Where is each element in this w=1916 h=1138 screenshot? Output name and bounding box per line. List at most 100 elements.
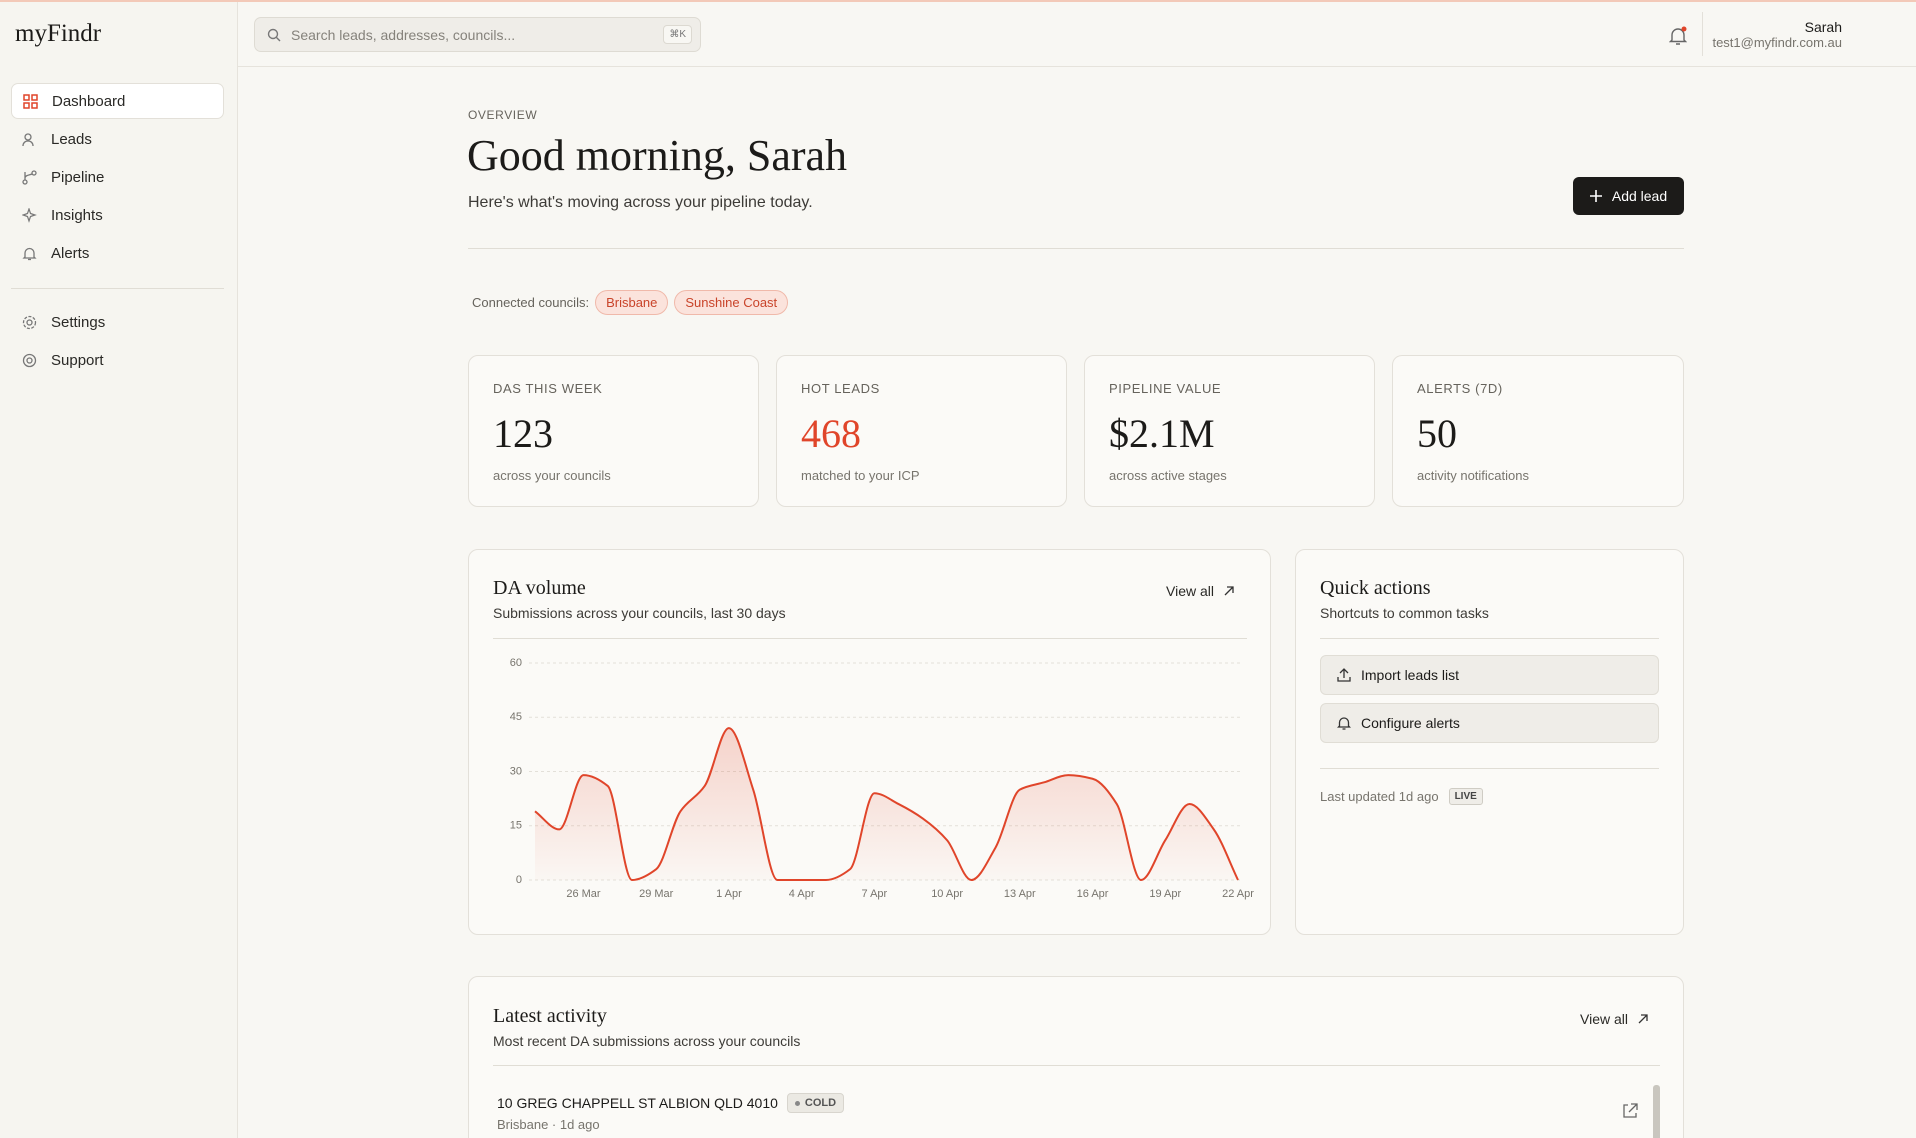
- nav-label: Settings: [51, 313, 106, 331]
- bell-icon: [1337, 717, 1351, 730]
- card-subtitle: Submissions across your councils, last 3…: [493, 605, 786, 621]
- activity-row[interactable]: 10 GREG CHAPPELL ST ALBION QLD 4010 COLD: [497, 1093, 845, 1113]
- quick-actions-card: Quick actions Shortcuts to common tasks …: [1295, 549, 1684, 935]
- stat-note: across active stages: [1109, 468, 1227, 483]
- user-email: test1@myfindr.com.au: [1712, 35, 1842, 50]
- button-label: Add lead: [1611, 188, 1668, 204]
- stat-label: ALERTS (7D): [1417, 381, 1503, 396]
- open-icon[interactable]: [1622, 1103, 1638, 1119]
- icon: [22, 353, 37, 367]
- x-tick-label: 19 Apr: [1149, 888, 1181, 900]
- nav-label: Pipeline: [51, 168, 105, 186]
- nav-item[interactable]: Pipeline: [11, 159, 224, 195]
- stat-value: $2.1M: [1109, 411, 1215, 456]
- stat-note: activity notifications: [1417, 468, 1529, 483]
- sidebar: myFindr Dashboard Leads Pipeline Insight…: [0, 2, 238, 1138]
- nav-item[interactable]: Dashboard: [11, 83, 224, 119]
- upload-icon: [1337, 668, 1351, 682]
- card-subtitle: Most recent DA submissions across your c…: [493, 1033, 801, 1049]
- x-tick-label: 22 Apr: [1222, 888, 1254, 900]
- area: [535, 728, 1238, 880]
- chart-card: DA volume Submissions across your counci…: [468, 549, 1271, 935]
- link-label: View all: [1580, 1011, 1628, 1027]
- stat-value: 50: [1417, 411, 1457, 456]
- page-subtitle: Here's what's moving across your pipelin…: [468, 194, 813, 211]
- council-chip[interactable]: Sunshine Coast: [674, 290, 789, 315]
- x-tick-label: 29 Mar: [639, 888, 674, 900]
- updated-text: Last updated 1d ago: [1320, 789, 1439, 804]
- stat-note: across your councils: [493, 468, 611, 483]
- nav-item[interactable]: Insights: [11, 197, 224, 233]
- nav-item[interactable]: Settings: [11, 304, 224, 340]
- nav-label: Leads: [51, 130, 92, 148]
- divider: [468, 248, 1684, 249]
- stat-card: DAS THIS WEEK 123 across your councils: [468, 355, 759, 507]
- council-chip[interactable]: Brisbane: [595, 290, 669, 315]
- tag-label: COLD: [804, 1097, 837, 1109]
- card-subtitle: Shortcuts to common tasks: [1320, 605, 1489, 621]
- bell[interactable]: [1669, 26, 1687, 46]
- icon: [22, 169, 37, 185]
- card-title: Latest activity: [493, 1005, 607, 1027]
- x-tick-label: 4 Apr: [789, 888, 815, 900]
- user[interactable]: Sarah test1@myfindr.com.au: [1712, 19, 1842, 50]
- icon: [22, 207, 37, 223]
- view-all-link[interactable]: View all: [1166, 583, 1234, 599]
- divider: [1702, 12, 1703, 56]
- x-tick-label: 10 Apr: [931, 888, 963, 900]
- nav-label: Support: [51, 351, 104, 369]
- icon: [22, 315, 37, 329]
- y-tick-label: 0: [516, 874, 522, 886]
- x-tick-label: 1 Apr: [716, 888, 742, 900]
- view-all-link[interactable]: View all: [1580, 1011, 1648, 1027]
- divider: [1320, 768, 1659, 769]
- stat-card: PIPELINE VALUE $2.1M across active stages: [1084, 355, 1375, 507]
- stat-card: ALERTS (7D) 50 activity notifications: [1392, 355, 1684, 507]
- line: [534, 727, 1239, 882]
- card-title: DA volume: [493, 577, 586, 599]
- top-bar: Search leads, addresses, councils... ⌘K …: [238, 2, 1916, 67]
- arrow-icon: [1638, 1014, 1648, 1024]
- stat-card: HOT LEADS 468 matched to your ICP: [776, 355, 1067, 507]
- stat-label: PIPELINE VALUE: [1109, 381, 1222, 396]
- councils-label: Connected councils:: [472, 295, 590, 310]
- user-name: Sarah: [1804, 19, 1842, 35]
- action-button[interactable]: Configure alerts: [1320, 703, 1659, 743]
- card-title: Quick actions: [1320, 577, 1431, 599]
- stat-note: matched to your ICP: [801, 468, 920, 483]
- y-tick-label: 30: [510, 765, 522, 777]
- nav-item[interactable]: Support: [11, 342, 224, 378]
- add-lead-button[interactable]: Add lead: [1573, 177, 1684, 215]
- nav-label: Insights: [51, 206, 103, 224]
- x-tick-label: 13 Apr: [1004, 888, 1036, 900]
- y-tick-label: 60: [510, 657, 522, 669]
- line-chart: 0 15 30 45 60 26 Mar 29 Mar 1 Apr 4 Apr 7 Apr 10 A…: [510, 657, 1254, 900]
- tag: COLD: [786, 1093, 845, 1113]
- divider: [493, 1065, 1660, 1066]
- stat-value: 468: [801, 411, 861, 456]
- logo[interactable]: myFindr: [15, 20, 102, 47]
- y-tick-label: 45: [510, 711, 522, 723]
- divider: [1320, 638, 1659, 639]
- row-meta: Brisbane · 1d ago: [497, 1117, 600, 1132]
- plus-icon: [1589, 190, 1602, 202]
- search-placeholder: Search leads, addresses, councils...: [291, 27, 516, 43]
- arrow-icon: [1224, 586, 1234, 596]
- councils: Connected councils: Brisbane Sunshine Co…: [472, 290, 789, 315]
- updated: Last updated 1d ago LIVE: [1320, 788, 1483, 805]
- y-tick-label: 15: [510, 820, 522, 832]
- nav-item[interactable]: Leads: [11, 121, 224, 157]
- nav-label: Alerts: [51, 244, 90, 262]
- nav-item[interactable]: Alerts: [11, 235, 224, 271]
- search-box[interactable]: Search leads, addresses, councils... ⌘K: [254, 17, 701, 52]
- divider: [493, 638, 1247, 639]
- divider: [11, 288, 224, 289]
- action-button[interactable]: Import leads list: [1320, 655, 1659, 695]
- page-title: Good morning, Sarah: [467, 131, 848, 180]
- icon: [22, 132, 34, 146]
- eyebrow: OVERVIEW: [468, 108, 538, 122]
- search-icon: [267, 28, 281, 42]
- stat-label: HOT LEADS: [801, 381, 880, 396]
- address: 10 GREG CHAPPELL ST ALBION QLD 4010: [497, 1095, 778, 1111]
